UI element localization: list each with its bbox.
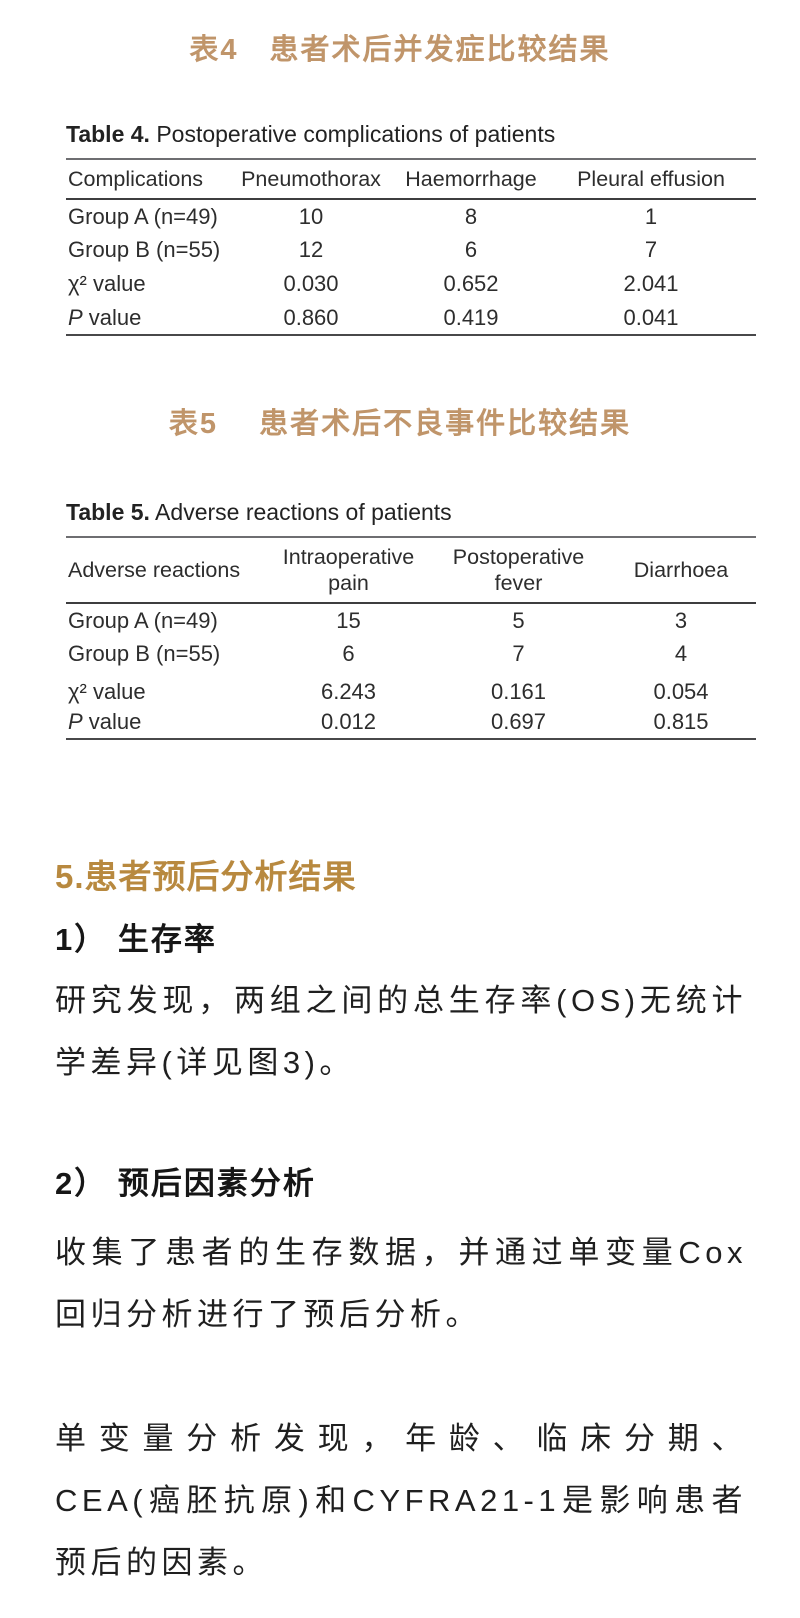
table-row: Group A (n=49) 10 8 1 (66, 199, 756, 233)
row-label-text: Group A (n=49) (68, 607, 218, 633)
table5-container: Table 5. Adverse reactions of patients A… (66, 496, 756, 740)
table4-caption-label: Table 4. (66, 121, 150, 147)
row-label-text: Group B (n=55) (68, 641, 221, 666)
cell-value: 0.815 (653, 708, 709, 734)
table5-header-postoperative-fever: Postoperative fever (452, 545, 585, 595)
row-label: Group A (n=49) (66, 603, 266, 637)
row-label-text: Group B (n=55) (68, 237, 221, 262)
table-row: χ² value 6.243 0.161 0.054 (66, 671, 756, 705)
row-label: χ² value (66, 267, 226, 301)
row-label-text: Group A (n=49) (68, 203, 218, 229)
table5-cn-title: 表5 患者术后不良事件比较结果 (168, 408, 632, 440)
cell-value: 0.860 (283, 304, 339, 330)
table4-header-haemorrhage: Haemorrhage (405, 167, 537, 191)
cell-value: 1 (644, 203, 658, 229)
cell-value: 0.652 (443, 271, 499, 296)
table4-header-pleural-effusion: Pleural effusion (577, 167, 725, 191)
paragraph-survival: 研究发现，两组之间的总生存率(OS)无统计学差异(详见图3)。 (55, 983, 747, 1080)
table5-header-diarrhoea: Diarrhoea (633, 558, 729, 582)
row-label-em: P (68, 304, 83, 330)
cell-value: 4 (674, 641, 688, 666)
table5-header-adverse-reactions: Adverse reactions (68, 558, 241, 582)
paragraph-univariate-findings: 单变量分析发现，年龄、临床分期、CEA(癌胚抗原)和CYFRA21-1是影响患者… (55, 1421, 747, 1580)
table-row: Group A (n=49) 15 5 3 (66, 603, 756, 637)
row-label-text: χ² value (68, 271, 146, 296)
table4-caption-text: Postoperative complications of patients (149, 121, 556, 147)
table4-header-complications: Complications (68, 167, 204, 191)
cell-value: 7 (644, 237, 658, 262)
table4-caption: Table 4. Postoperative complications of … (66, 118, 756, 150)
table-row: Group B (n=55) 6 7 4 (66, 637, 756, 671)
table-row: Group B (n=55) 12 6 7 (66, 233, 756, 267)
table-row: P value 0.860 0.419 0.041 (66, 301, 756, 335)
table5-caption-text: Adverse reactions of patients (149, 499, 452, 525)
row-label-em: P (68, 708, 83, 734)
table5: Adverse reactions Intraoperative pain Po… (66, 536, 756, 740)
cell-value: 6 (464, 237, 478, 262)
cell-value: 3 (674, 607, 688, 633)
table-row: χ² value 0.030 0.652 2.041 (66, 267, 756, 301)
cell-value: 6 (342, 641, 355, 666)
subheading-survival-rate: 1） 生存率 (55, 922, 217, 957)
cell-value: 0.161 (490, 679, 547, 704)
table4: Complications Pneumothorax Haemorrhage P… (66, 158, 756, 336)
row-label-text: χ² value (68, 679, 146, 704)
row-label-text: value (82, 304, 142, 330)
table4-header-pneumothorax: Pneumothorax (241, 167, 381, 191)
cell-value: 0.041 (623, 304, 679, 330)
cell-value: 6.243 (320, 679, 377, 704)
section-heading-prognosis: 5.患者预后分析结果 (55, 858, 357, 895)
subheading-prognostic-factors: 2） 预后因素分析 (55, 1166, 316, 1201)
cell-value: 8 (464, 203, 478, 229)
table5-caption: Table 5. Adverse reactions of patients (66, 496, 756, 528)
cell-value: 0.030 (283, 271, 339, 296)
cell-value: 0.012 (320, 708, 377, 734)
cell-value: 10 (298, 203, 324, 229)
row-label: P value (66, 705, 266, 739)
table5-header-intraoperative-pain: Intraoperative pain (282, 545, 415, 595)
row-label: Group B (n=55) (66, 233, 226, 267)
cell-value: 2.041 (623, 271, 679, 296)
table-row: P value 0.012 0.697 0.815 (66, 705, 756, 739)
cell-value: 5 (512, 607, 525, 633)
cell-value: 12 (298, 237, 324, 262)
table4-cn-title: 表4 患者术后并发症比较结果 (189, 34, 611, 66)
cell-value: 7 (512, 641, 525, 666)
row-label: P value (66, 301, 226, 335)
paragraph-cox-analysis: 收集了患者的生存数据，并通过单变量Cox回归分析进行了预后分析。 (55, 1235, 747, 1332)
table5-caption-label: Table 5. (66, 499, 150, 525)
table4-header-row: Complications Pneumothorax Haemorrhage P… (66, 159, 756, 199)
table5-header-row: Adverse reactions Intraoperative pain Po… (66, 537, 756, 603)
row-label: Group B (n=55) (66, 637, 266, 671)
cell-value: 0.419 (443, 304, 499, 330)
row-label-text: value (82, 708, 142, 734)
cell-value: 0.054 (653, 679, 709, 704)
row-label: Group A (n=49) (66, 199, 226, 233)
cell-value: 0.697 (490, 708, 547, 734)
table4-container: Table 4. Postoperative complications of … (66, 118, 756, 336)
row-label: χ² value (66, 671, 266, 705)
cell-value: 15 (336, 607, 361, 633)
